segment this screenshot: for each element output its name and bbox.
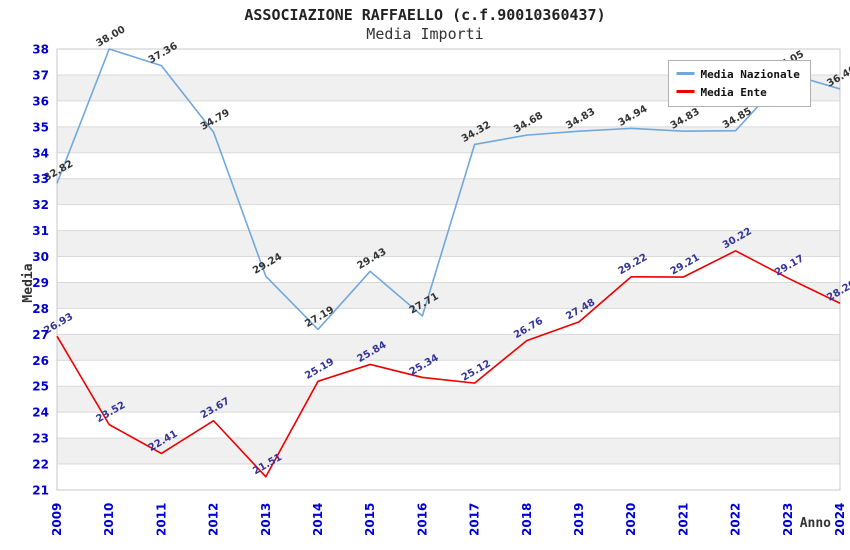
chart-title: ASSOCIAZIONE RAFFAELLO (c.f.90010360437) [244,6,606,24]
grid-band [57,464,840,490]
grid-band [57,412,840,439]
legend-label: Media Nazionale [701,68,801,81]
y-tick-label: 24 [32,406,49,420]
grid-band [57,438,840,465]
grid-band [57,256,840,283]
grid-band [57,204,840,231]
x-tick-label: 2014 [311,503,325,536]
y-tick-label: 22 [32,458,49,472]
grid-band [57,152,840,179]
x-axis-title: Anno [800,516,831,531]
x-tick-label: 2020 [624,503,638,536]
x-tick-label: 2010 [102,503,116,536]
grid-band [57,360,840,387]
x-tick-label: 2024 [833,503,847,536]
y-tick-label: 21 [32,484,49,498]
series-line-media-ente [56,250,841,478]
y-tick-label: 36 [32,94,49,108]
point-value-label: 38.00 [94,24,127,49]
y-tick-label: 25 [32,380,49,394]
x-tick-label: 2011 [154,503,168,536]
x-tick-label: 2018 [520,503,534,536]
grid-band [57,230,840,257]
y-tick-label: 27 [32,328,49,342]
series-line-media-nazionale [56,48,841,331]
y-tick-label: 28 [32,302,49,316]
grid-band [57,334,840,361]
x-tick-label: 2022 [729,503,743,536]
y-axis-title: Media [21,263,36,302]
grid-band [57,282,840,309]
y-tick-label: 30 [32,250,49,264]
x-tick-label: 2019 [572,503,586,536]
legend-label: Media Ente [701,86,768,99]
x-tick-label: 2009 [50,503,64,536]
y-tick-label: 37 [32,68,49,82]
x-tick-label: 2023 [781,503,795,536]
grid-band [57,178,840,205]
x-tick-label: 2013 [259,503,273,536]
x-tick-label: 2017 [468,503,482,536]
x-tick-label: 2012 [207,503,221,536]
x-tick-label: 2016 [415,503,429,536]
chart-subtitle: Media Importi [366,25,484,43]
grid-band [57,308,840,335]
y-tick-label: 26 [32,354,49,368]
x-tick-label: 2015 [363,503,377,536]
grid-band [57,386,840,413]
y-tick-label: 31 [32,224,49,238]
y-tick-label: 33 [32,172,49,186]
y-tick-label: 35 [32,120,49,134]
y-tick-label: 29 [32,276,49,290]
y-tick-label: 32 [32,198,49,212]
y-tick-label: 23 [32,432,49,446]
plot-border [56,48,841,491]
x-tick-label: 2021 [676,503,690,536]
legend-box [668,60,811,107]
y-tick-label: 38 [32,43,49,57]
y-tick-label: 34 [32,146,49,160]
